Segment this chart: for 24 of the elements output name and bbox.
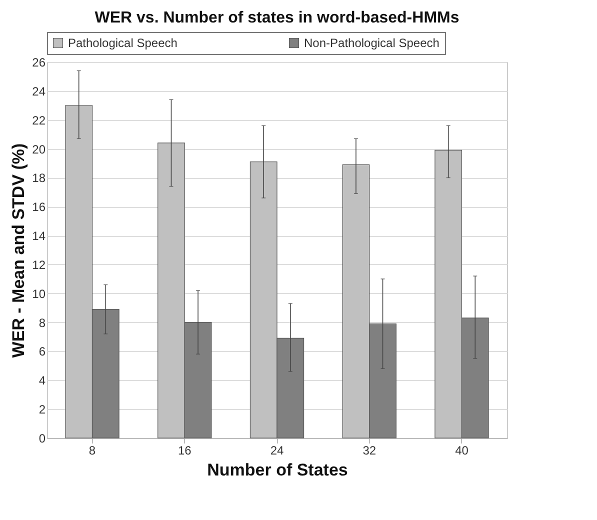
y-tick-label: 24 xyxy=(32,84,46,98)
y-tick-label: 22 xyxy=(32,113,46,128)
legend-label: Pathological Speech xyxy=(68,36,178,50)
x-tick-label: 24 xyxy=(270,444,284,458)
y-tick-label: 20 xyxy=(32,142,46,156)
y-tick-label: 10 xyxy=(32,286,46,301)
y-tick-label: 4 xyxy=(38,374,46,388)
x-tick-label: 16 xyxy=(178,444,192,458)
legend-label: Non-Pathological Speech xyxy=(304,36,440,50)
y-tick-label: 14 xyxy=(32,229,46,244)
y-tick-label: 0 xyxy=(38,432,46,446)
y-tick-label: 8 xyxy=(38,316,46,330)
y-axis-title: WER - Mean and STDV (%) xyxy=(9,143,28,358)
y-tick-label: 6 xyxy=(38,344,46,359)
y-tick-label: 16 xyxy=(32,200,46,214)
y-tick-label: 12 xyxy=(32,258,46,272)
x-axis-title: Number of States xyxy=(207,460,348,480)
x-tick-label: 8 xyxy=(88,444,96,458)
y-tick-label: 18 xyxy=(32,171,46,186)
y-tick-label: 2 xyxy=(38,402,46,417)
x-tick-label: 40 xyxy=(455,444,469,458)
y-tick-label: 26 xyxy=(32,56,46,70)
chart-title: WER vs. Number of states in word-based-HMMs xyxy=(94,10,460,26)
x-tick-label: 32 xyxy=(362,444,376,458)
